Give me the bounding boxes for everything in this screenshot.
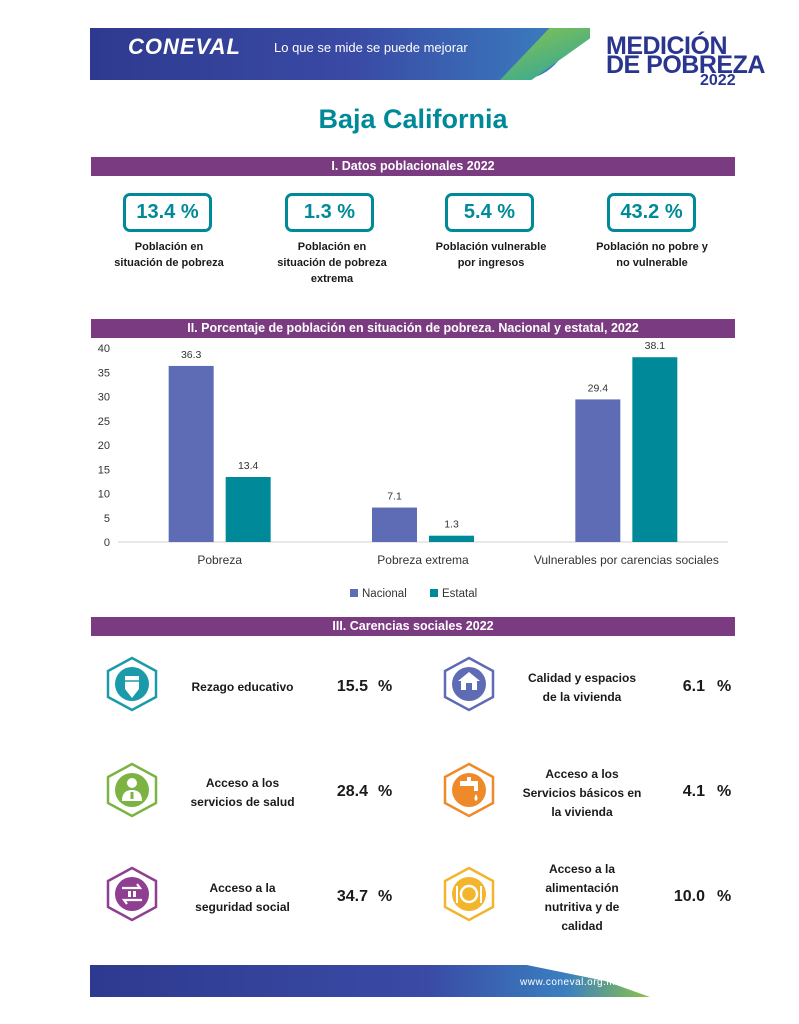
carencia-label: Acceso a la seguridad social — [170, 879, 315, 917]
coneval-logo: CONEVAL — [128, 34, 241, 59]
y-tick-label: 20 — [98, 440, 110, 452]
carencia-label-line: calidad — [561, 919, 603, 933]
water-tap-icon — [443, 762, 495, 818]
bar — [225, 477, 271, 542]
data-label: 13.4 — [238, 460, 259, 472]
data-label: 29.4 — [588, 382, 609, 394]
legend-swatch — [430, 589, 438, 597]
section-2-title: II. Porcentaje de población en situación… — [91, 319, 735, 338]
carencia-label: Rezago educativo — [170, 678, 315, 697]
kpi-poverty-label: Población en situación de pobreza — [94, 239, 244, 271]
carencia-label-line: Rezago educativo — [191, 680, 294, 694]
carencia-value: 34.7 — [336, 888, 368, 905]
pencil-icon — [106, 656, 158, 712]
plate-cutlery-icon — [443, 866, 495, 922]
bar — [575, 399, 621, 542]
y-tick-label: 0 — [104, 537, 110, 549]
carencia-label-line: servicios de salud — [190, 795, 295, 809]
carencia-label-line: Acceso a los — [545, 767, 619, 781]
carencia-unit: % — [378, 888, 393, 905]
header-tagline: Lo que se mide se puede mejorar — [274, 40, 468, 55]
x-tick-label: Pobreza — [197, 553, 242, 567]
carencia-label-line: nutritiva y de — [544, 900, 620, 914]
x-tick-label: Vulnerables por carencias sociales — [534, 553, 719, 567]
carencia-label-line: Servicios básicos en — [522, 786, 642, 800]
carencia-unit: % — [717, 888, 732, 905]
poverty-bar-chart: 0 5 10 15 20 25 30 35 40 36.3 13.4 Pobreza 7.1 1.3 Pob… — [98, 340, 728, 600]
carencia-unit: % — [378, 678, 393, 695]
data-label: 36.3 — [181, 349, 202, 361]
data-label: 7.1 — [387, 491, 402, 503]
carencia-label: Calidad y espacios de la vivienda — [512, 669, 652, 707]
kpi-poverty-value: 13.4 % — [123, 193, 212, 232]
kpi-label-line: Población en — [297, 241, 367, 253]
y-tick-label: 40 — [98, 343, 110, 355]
carencia-label: Acceso a los servicios de salud — [170, 774, 315, 812]
kpi-extreme-poverty-label: Población en situación de pobreza extrem… — [257, 239, 407, 287]
legend-swatch — [350, 589, 358, 597]
house-hands-icon — [443, 656, 495, 712]
x-tick-label: Pobreza extrema — [377, 553, 469, 567]
kpi-label-line: situación de pobreza — [277, 257, 387, 269]
data-label: 38.1 — [645, 340, 666, 352]
brand-line-1: MEDICIÓN — [606, 32, 728, 60]
carencia-value: 6.1 — [682, 678, 705, 695]
section-3-title: III. Carencias sociales 2022 — [91, 617, 735, 636]
kpi-extreme-poverty-value: 1.3 % — [285, 193, 374, 232]
section-1-title: I. Datos poblacionales 2022 — [91, 157, 735, 176]
bar — [372, 507, 417, 542]
bar — [632, 357, 678, 542]
carencia-label-line: de la vivienda — [542, 690, 622, 704]
carencia-unit: % — [378, 783, 393, 800]
carencia-unit: % — [717, 783, 732, 800]
carencia-label: Acceso a los Servicios básicos en la viv… — [512, 765, 652, 822]
y-tick-label: 5 — [104, 513, 110, 525]
carencia-value: 15.5 — [336, 678, 368, 695]
social-security-icon — [106, 866, 158, 922]
carencia-label-line: Calidad y espacios — [527, 671, 637, 685]
carencia-value: 4.1 — [682, 783, 705, 800]
y-tick-label: 25 — [98, 416, 110, 428]
carencia-label-line: seguridad social — [195, 900, 290, 914]
carencia-label: Acceso a la alimentación nutritiva y de … — [512, 860, 652, 936]
kpi-label-line: por ingresos — [457, 257, 525, 269]
legend-label: Nacional — [362, 588, 407, 600]
carencia-label-line: la vivienda — [551, 805, 613, 819]
footer-url[interactable]: www.coneval.org.mx — [520, 977, 621, 988]
y-tick-label: 35 — [98, 367, 110, 379]
kpi-not-poor-value: 43.2 % — [607, 193, 696, 232]
kpi-label-line: Población vulnerable — [435, 241, 547, 253]
kpi-not-poor-label: Población no pobre y no vulnerable — [577, 239, 727, 271]
y-tick-label: 15 — [98, 464, 110, 476]
doctor-icon — [106, 762, 158, 818]
header-band — [90, 28, 570, 80]
carencia-label-line: Acceso a los — [205, 776, 280, 790]
kpi-label-line: extrema — [310, 273, 354, 285]
bar — [168, 365, 214, 542]
kpi-label-line: Población en — [134, 241, 204, 253]
kpi-label-line: situación de pobreza — [114, 257, 224, 269]
carencia-label-line: Acceso a la — [548, 862, 616, 876]
carencia-label-line: Acceso a la — [209, 881, 276, 895]
bar — [429, 535, 474, 542]
data-label: 1.3 — [444, 519, 459, 531]
kpi-label-line: no vulnerable — [616, 257, 688, 269]
legend-label: Estatal — [442, 588, 477, 600]
brand-year: 2022 — [700, 72, 736, 89]
kpi-label-line: Población no pobre y — [596, 241, 708, 253]
brand-line-2: DE POBREZA — [606, 51, 765, 79]
carencia-unit: % — [717, 678, 732, 695]
carencia-value: 28.4 — [336, 783, 368, 800]
y-tick-label: 10 — [98, 489, 110, 501]
carencia-label-line: alimentación — [545, 881, 619, 895]
kpi-income-vulnerable-value: 5.4 % — [445, 193, 534, 232]
page-title: Baja California — [318, 104, 508, 134]
kpi-income-vulnerable-label: Población vulnerable por ingresos — [416, 239, 566, 271]
y-tick-label: 30 — [98, 392, 110, 404]
carencia-value: 10.0 — [673, 888, 705, 905]
